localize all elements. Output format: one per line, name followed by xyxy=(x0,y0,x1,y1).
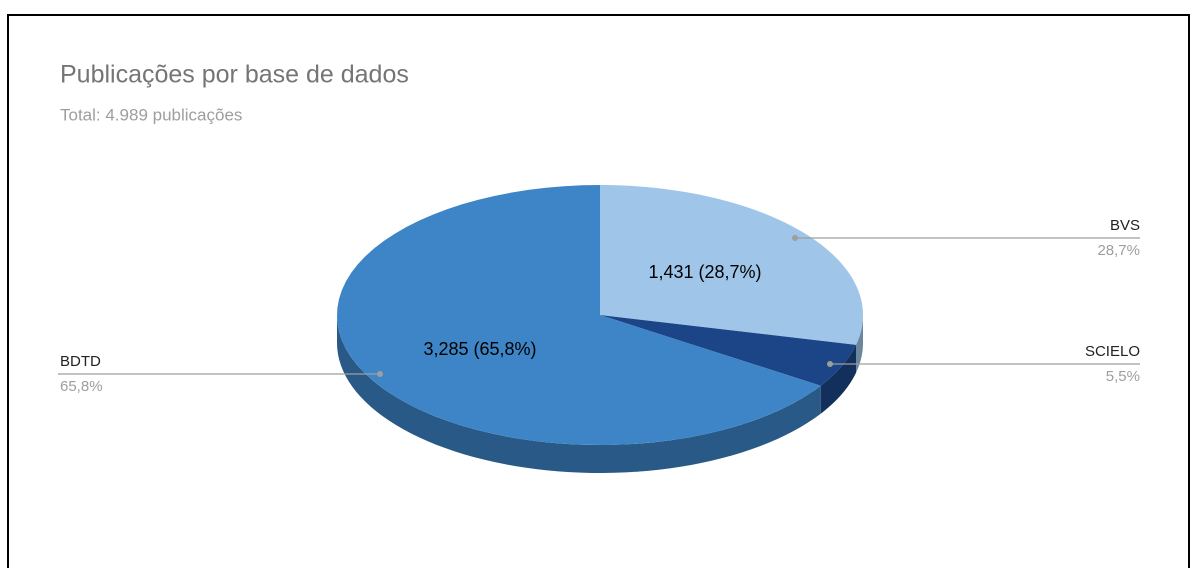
slice xyxy=(337,185,821,445)
data-label: 3,285 (65,8%) xyxy=(423,339,536,359)
chart-title: Publicações por base de dados xyxy=(60,61,409,89)
legend-percent: 65,8% xyxy=(60,378,103,395)
slice xyxy=(600,315,856,386)
slice-side xyxy=(337,315,821,473)
leader-dot xyxy=(377,371,383,377)
legend-label: BDTD xyxy=(60,353,101,370)
leader-dot xyxy=(792,235,798,241)
legend-percent: 28,7% xyxy=(1097,242,1140,259)
legend-label: BVS xyxy=(1110,217,1140,234)
slice-side xyxy=(820,344,856,414)
leader-dot xyxy=(827,361,833,367)
legend-percent: 5,5% xyxy=(1106,368,1140,385)
legend-label: SCIELO xyxy=(1085,343,1140,360)
data-label: 1,431 (28,7%) xyxy=(648,262,761,282)
chart-subtitle: Total: 4.989 publicações xyxy=(60,105,242,124)
slice xyxy=(600,185,863,345)
slice-side xyxy=(855,315,863,373)
